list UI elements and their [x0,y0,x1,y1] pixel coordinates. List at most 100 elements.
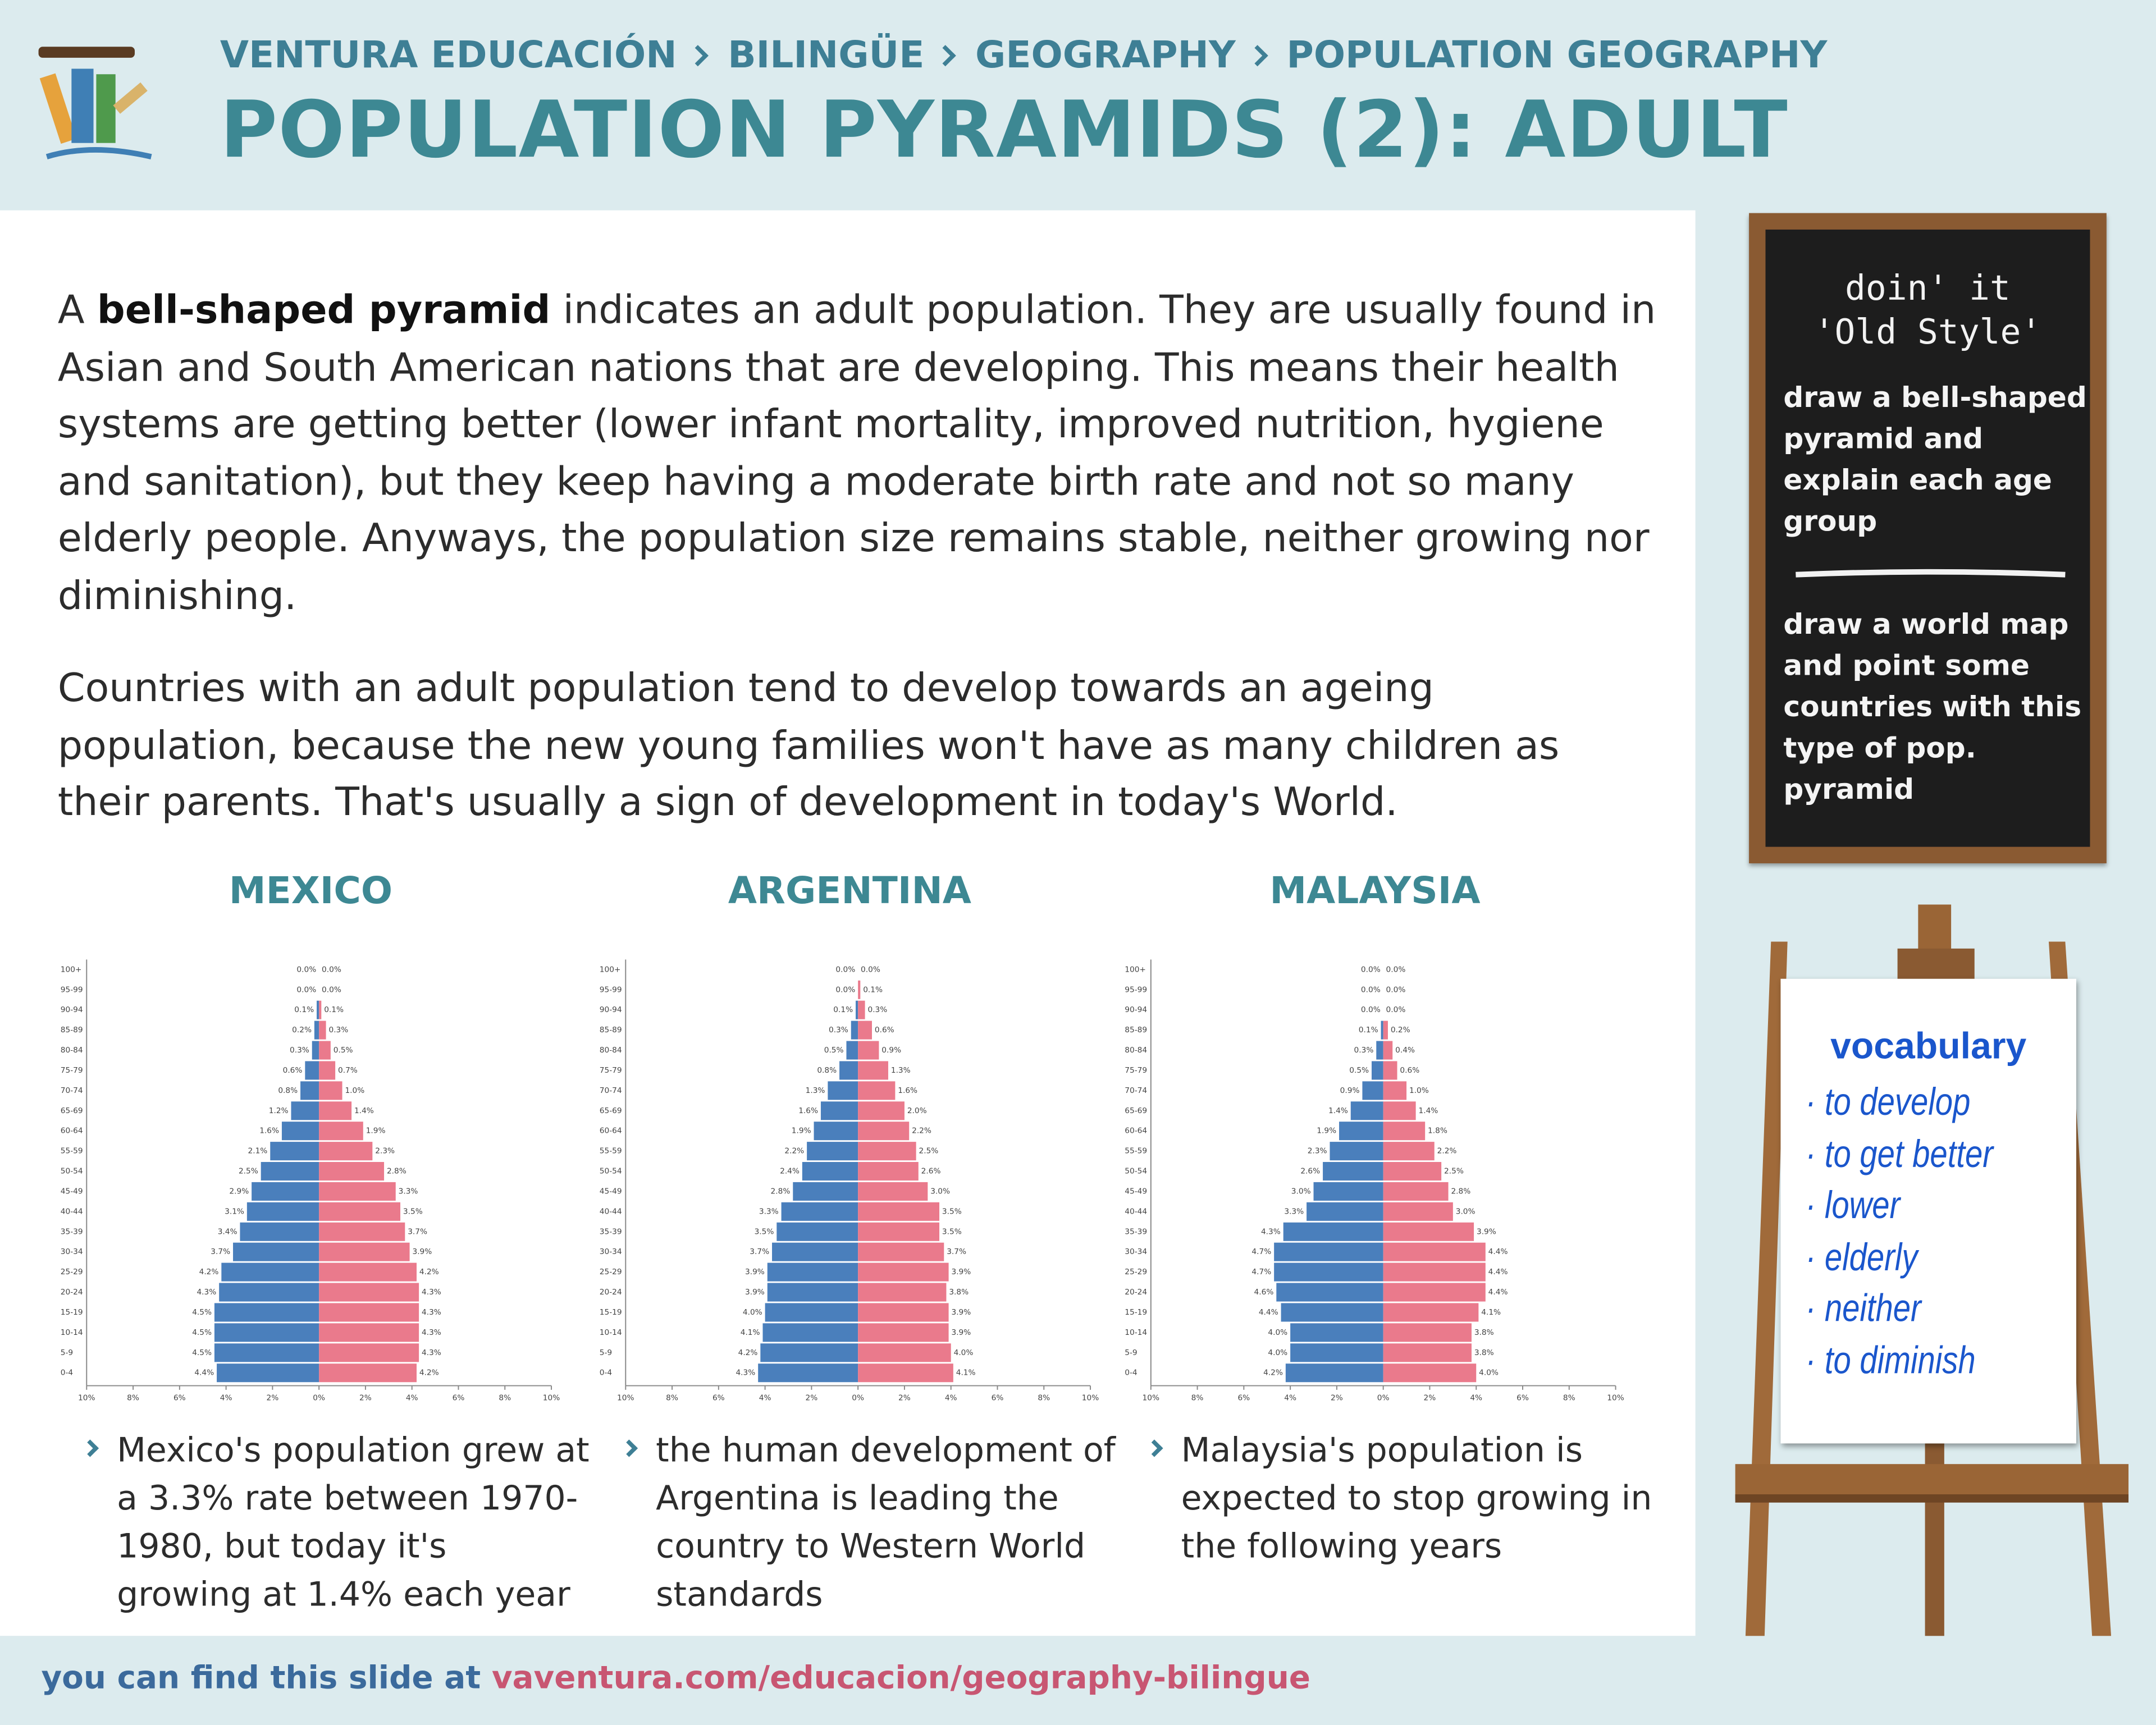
bar [214,1343,319,1362]
y-tick-label: 15-19 [1125,1308,1147,1317]
y-tick-label: 40-44 [61,1207,83,1216]
value-label: 3.5% [403,1207,423,1216]
y-tick-label: 100+ [600,965,621,974]
value-label: 3.9% [412,1247,432,1256]
value-label: 3.7% [408,1227,427,1236]
content-panel [0,210,1696,1636]
y-tick-label: 0-4 [61,1369,73,1378]
value-label: 0.0% [322,985,341,994]
value-label: 4.7% [1251,1247,1271,1256]
bar [767,1262,858,1282]
chevron [687,45,709,67]
value-label: 1.4% [1328,1106,1348,1115]
bar [221,1262,319,1282]
chevron [81,1439,99,1457]
y-tick-label: 15-19 [61,1308,83,1317]
x-tick-label: 6% [992,1394,1004,1403]
title: POPULATION PYRAMIDS (2): ADULT [220,85,1788,176]
y-tick-label: 65-69 [1125,1106,1147,1115]
value-label: 3.9% [951,1308,971,1317]
bar [246,1202,319,1221]
caption: Malaysia's population is expected to sto… [1145,1426,1656,1570]
bar [1383,1363,1477,1383]
value-label: 3.8% [949,1288,969,1297]
bar [305,1061,319,1080]
whiteboard: vocabulary · to develop · to get better · … [1780,978,2076,1444]
bar [233,1242,319,1261]
bar [858,1182,928,1201]
bar [1283,1222,1383,1241]
value-label: 2.1% [248,1147,268,1156]
value-label: 0.1% [324,1005,344,1014]
value-label: 2.6% [1300,1167,1320,1176]
x-tick-label: 10% [617,1394,634,1403]
value-label: 1.8% [1428,1127,1447,1136]
bar [300,1081,319,1100]
bar [1383,1343,1472,1362]
bar [1383,1142,1435,1161]
y-tick-label: 30-34 [61,1247,83,1256]
value-label: 0.7% [338,1066,358,1075]
bar [319,1000,322,1019]
value-label: 2.5% [239,1167,258,1176]
y-tick-label: 80-84 [61,1046,83,1055]
paragraph: Countries with an adult population tend … [58,660,1660,831]
bar [219,1283,319,1302]
bar [1323,1162,1383,1181]
value-label: 4.2% [1263,1369,1283,1378]
x-tick-label: 2% [1424,1394,1436,1403]
y-tick-label: 90-94 [61,1005,83,1014]
value-label: 1.2% [269,1106,289,1115]
value-label: 0.5% [334,1046,353,1055]
y-tick-label: 15-19 [600,1308,622,1317]
y-tick-label: 35-39 [1125,1227,1147,1236]
value-label: 2.8% [1451,1187,1470,1196]
value-label: 0.0% [1361,965,1381,974]
value-label: 3.9% [1477,1227,1496,1236]
value-label: 3.0% [1291,1187,1311,1196]
crumb: POPULATION GEOGRAPHY [1286,34,1828,77]
value-label: 3.1% [225,1207,244,1216]
y-tick-label: 60-64 [600,1127,622,1136]
bar [762,1323,858,1342]
bar [858,1323,949,1342]
x-tick-label: 0% [313,1394,325,1403]
value-label: 0.0% [1386,985,1406,994]
bar [1276,1283,1383,1302]
value-label: 3.8% [1474,1348,1494,1357]
y-tick-label: 10-14 [600,1328,622,1337]
vocabulary-item: · to develop [1805,1080,1971,1123]
y-tick-label: 30-34 [600,1247,622,1256]
value-label: 4.7% [1251,1268,1271,1276]
crumb: VENTURA EDUCACIÓN [220,34,677,77]
chalk-stroke [1796,569,2066,578]
bar [1383,1303,1479,1322]
x-tick-label: 2% [359,1394,372,1403]
value-label: 3.0% [1456,1207,1476,1216]
bar [314,1021,319,1040]
vocabulary-item: · to get better [1805,1132,1993,1175]
value-label: 0.3% [867,1005,887,1014]
footer-link[interactable]: vaventura.com/educacion/geography-biling… [491,1660,1311,1697]
bar [814,1122,858,1141]
value-label: 0.0% [1361,1005,1381,1014]
value-label: 4.4% [1488,1247,1508,1256]
y-tick-label: 85-89 [1125,1026,1147,1035]
x-tick-label: 8% [1191,1394,1204,1403]
y-tick-label: 65-69 [61,1106,83,1115]
value-label: 2.9% [229,1187,249,1196]
bar [1383,1021,1388,1040]
x-tick-label: 6% [453,1394,465,1403]
y-tick-label: 25-29 [1125,1268,1147,1276]
bar [760,1343,858,1362]
value-label: 0.3% [829,1026,848,1035]
bar [1376,1041,1383,1060]
vocabulary-item: · neither [1805,1287,1921,1330]
x-tick-label: 6% [1516,1394,1529,1403]
chart: 10% 8% 6% 4% 2% 0% 2% 4% 6% 8% 10% 0-4 4.3% 4.1% 5-9 4.… [600,959,1099,1403]
chevron [620,1439,638,1457]
value-label: 1.3% [891,1066,911,1075]
x-tick-label: 0% [1377,1394,1390,1403]
y-tick-label: 85-89 [61,1026,83,1035]
y-tick-label: 5-9 [61,1348,73,1357]
